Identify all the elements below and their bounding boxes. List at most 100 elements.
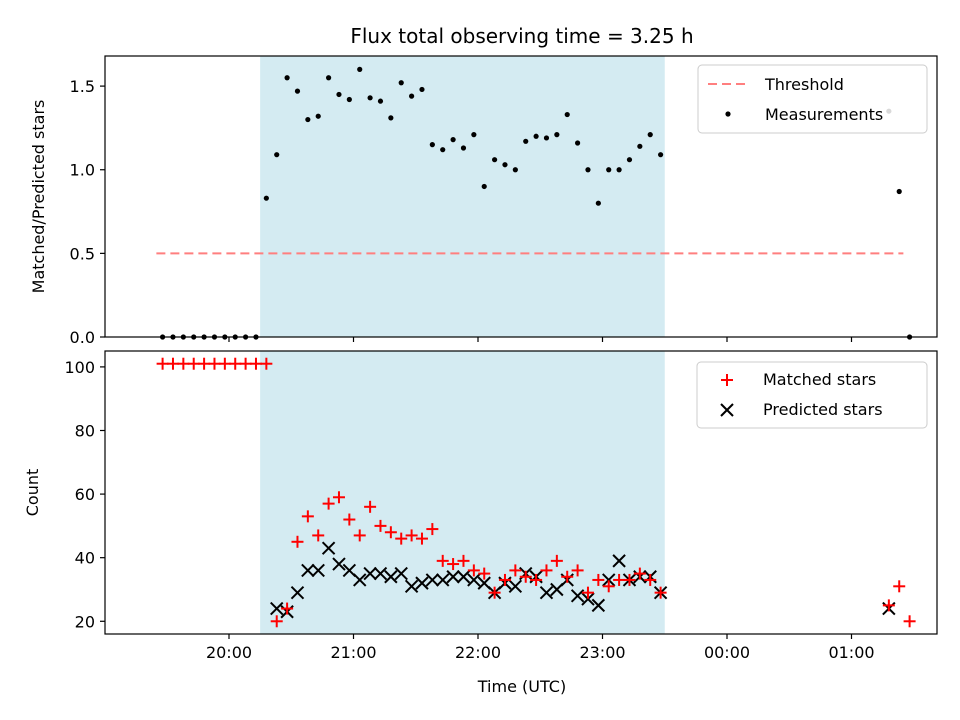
y-tick-label: 100 — [64, 358, 95, 377]
matched-stars-point — [301, 510, 314, 523]
measurement-point — [896, 188, 902, 195]
predicted-stars-point — [301, 563, 315, 578]
matched-stars-point — [488, 586, 501, 599]
y-tick-label: 60 — [75, 485, 95, 504]
legend-matched-label: Matched stars — [763, 370, 876, 389]
matched-stars-point — [467, 564, 480, 577]
top-legend-box — [697, 64, 928, 134]
measurement-point — [377, 98, 384, 104]
matched-stars-point — [592, 573, 605, 586]
matched-stars-point — [519, 570, 532, 583]
measurement-point — [294, 88, 301, 94]
measurement-point — [595, 200, 601, 206]
matched-stars-point — [447, 558, 460, 571]
measurement-point — [606, 167, 612, 173]
y-tick-label: 1.5 — [70, 77, 95, 96]
top-legend: Threshold Measurements — [697, 64, 928, 134]
measurement-point — [450, 137, 456, 143]
matched-stars-point — [530, 573, 543, 586]
measurement-point — [533, 133, 539, 139]
predicted-stars-point — [404, 579, 419, 594]
matched-stars-point — [654, 586, 667, 599]
predicted-stars-point — [446, 570, 460, 584]
measurement-point — [585, 167, 591, 173]
matched-stars-point — [623, 573, 636, 586]
x-tick-label: 01:00 — [828, 643, 874, 662]
predicted-stars-point — [384, 570, 398, 584]
predicted-stars-point — [373, 566, 388, 581]
matched-stars-point — [633, 567, 646, 580]
legend-predicted-swatch — [720, 403, 734, 417]
predicted-stars-point — [270, 601, 284, 616]
measurement-point — [409, 93, 415, 99]
x-tick-label: 23:00 — [579, 643, 625, 662]
predicted-stars-point — [612, 554, 626, 568]
measurement-point — [481, 183, 487, 190]
x-tick-label: 20:00 — [206, 643, 252, 662]
matched-stars-point — [509, 564, 522, 577]
predicted-stars-point — [290, 585, 305, 600]
top-axes-frame — [104, 55, 938, 338]
measurement-point — [616, 167, 622, 173]
y-tick-label: 0.5 — [70, 244, 95, 263]
measurement-point — [274, 152, 280, 158]
measurement-point — [502, 162, 508, 168]
matched-stars-point — [312, 529, 325, 542]
matched-stars-point — [644, 573, 657, 586]
predicted-stars-point — [321, 541, 336, 555]
measurement-point — [263, 195, 269, 201]
matched-stars-point — [353, 529, 366, 542]
matched-stars-point — [218, 357, 231, 370]
matched-stars-point — [405, 529, 418, 542]
top-y-axis-label: Matched/Predicted stars — [29, 100, 48, 294]
measurement-point — [346, 96, 352, 103]
matched-stars-point — [249, 357, 262, 370]
legend-measurements-swatch — [725, 111, 731, 117]
matched-stars-point — [332, 491, 345, 504]
matched-stars-point — [426, 523, 439, 536]
x-tick-label: 22:00 — [455, 643, 501, 662]
legend-threshold-label: Threshold — [764, 75, 844, 94]
matched-stars-point — [903, 615, 916, 628]
predicted-stars-point — [456, 570, 471, 584]
matched-stars-point — [166, 357, 179, 370]
matched-stars-point — [581, 586, 594, 599]
matched-stars-points — [156, 357, 916, 628]
bottom-legend-box — [696, 361, 928, 429]
matched-stars-point — [229, 357, 242, 370]
measurement-point — [429, 142, 435, 148]
matched-stars-point — [882, 599, 895, 612]
measurement-point — [523, 138, 529, 144]
predicted-stars-point — [311, 563, 325, 578]
matched-stars-point — [415, 532, 428, 545]
y-tick-label: 40 — [75, 549, 95, 568]
bottom-y-axis-label: Count — [23, 469, 42, 517]
matched-stars-point — [550, 554, 563, 567]
measurement-point — [543, 135, 550, 141]
predicted-stars-point — [332, 557, 346, 571]
y-tick-label: 1.0 — [70, 161, 95, 180]
measurement-point — [336, 91, 342, 98]
measurement-point — [419, 86, 425, 93]
predicted-stars-point — [570, 589, 585, 603]
predicted-stars-point — [539, 585, 554, 600]
top-shaded-region — [260, 56, 665, 337]
top-x-ticks — [228, 337, 853, 342]
matched-stars-point — [561, 570, 574, 583]
matched-stars-point — [187, 357, 200, 370]
predicted-stars-point — [394, 566, 408, 581]
matched-stars-point — [893, 580, 906, 593]
matched-stars-point — [384, 526, 397, 539]
matched-stars-point — [270, 615, 283, 628]
matched-stars-point — [156, 357, 169, 370]
x-tick-label: 21:00 — [330, 643, 376, 662]
matched-stars-point — [395, 532, 408, 545]
measurement-point — [367, 95, 373, 101]
measurement-point — [284, 75, 290, 81]
predicted-stars-point — [425, 573, 440, 587]
top-y-ticks: 0.0 0.5 1.0 1.5 — [70, 77, 105, 347]
bottom-axes-frame — [104, 350, 938, 635]
measurement-point — [658, 152, 664, 158]
matched-stars-point — [364, 500, 377, 513]
